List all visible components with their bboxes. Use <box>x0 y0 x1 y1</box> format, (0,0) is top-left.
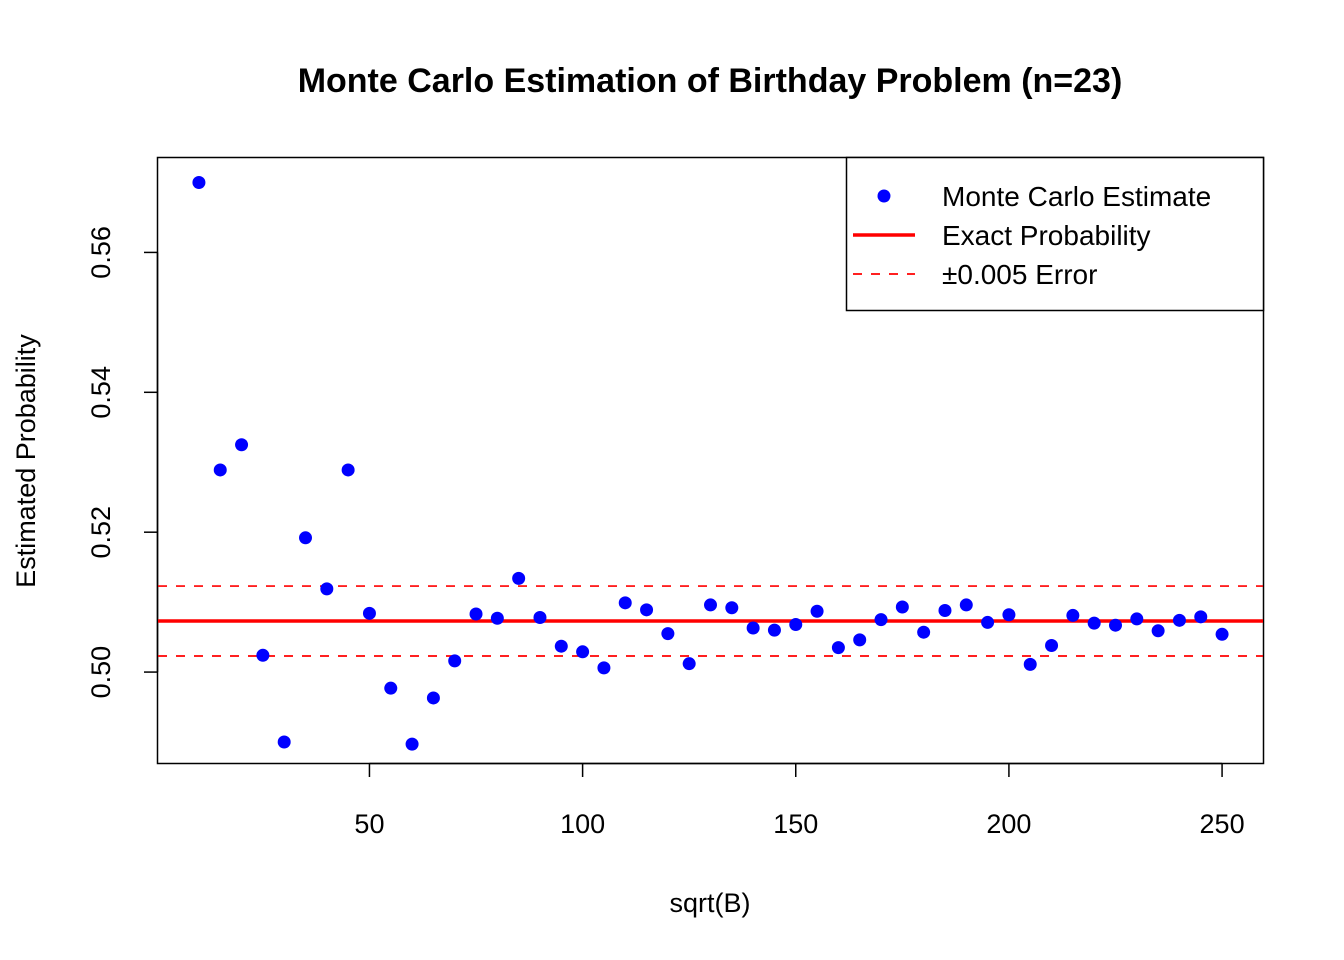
x-tick-label: 150 <box>773 809 818 839</box>
data-point <box>661 627 675 641</box>
y-tick-label: 0.52 <box>86 506 116 559</box>
x-axis: 50 100 150 200 250 <box>354 762 1245 839</box>
data-point <box>1087 616 1101 630</box>
legend-label-monte-carlo: Monte Carlo Estimate <box>942 181 1211 212</box>
data-point <box>874 613 888 627</box>
x-axis-label: sqrt(B) <box>670 888 751 918</box>
data-point <box>469 607 483 621</box>
data-point <box>1172 613 1186 627</box>
data-point <box>1108 618 1122 632</box>
data-point <box>1023 657 1037 671</box>
data-point <box>1194 610 1208 624</box>
data-point <box>1045 638 1059 652</box>
data-point <box>490 611 504 625</box>
data-point <box>256 648 270 662</box>
chart-title: Monte Carlo Estimation of Birthday Probl… <box>298 62 1123 100</box>
data-point <box>789 618 803 632</box>
data-point <box>320 582 334 596</box>
data-point <box>213 463 227 477</box>
data-point <box>1215 627 1229 641</box>
data-point <box>810 604 824 618</box>
data-point <box>938 604 952 618</box>
y-axis-label: Estimated Probability <box>11 334 41 588</box>
legend-label-exact: Exact Probability <box>942 220 1151 251</box>
data-point <box>981 615 995 629</box>
data-point <box>512 571 526 585</box>
y-tick-label: 0.56 <box>86 226 116 279</box>
legend-box <box>845 156 1265 312</box>
data-point <box>576 645 590 659</box>
data-point <box>1151 624 1165 638</box>
legend-point-symbol <box>877 189 891 203</box>
data-point <box>554 639 568 653</box>
data-point <box>704 598 717 612</box>
data-point <box>640 603 654 617</box>
data-point <box>725 601 739 615</box>
x-tick-label: 50 <box>354 809 384 839</box>
data-point <box>682 657 696 671</box>
data-point <box>426 691 440 705</box>
data-point <box>277 735 291 749</box>
data-point <box>767 623 781 637</box>
data-point <box>341 463 355 477</box>
data-point <box>597 661 611 675</box>
data-point <box>1066 608 1080 622</box>
data-point <box>1002 608 1016 622</box>
data-point <box>384 681 398 695</box>
x-tick-label: 200 <box>986 809 1031 839</box>
data-point <box>959 598 973 612</box>
data-point <box>853 633 867 647</box>
data-point <box>448 654 462 668</box>
data-point <box>235 438 249 452</box>
x-tick-label: 250 <box>1200 809 1245 839</box>
y-tick-label: 0.50 <box>86 646 116 699</box>
data-points <box>192 175 1229 751</box>
y-axis: 0.50 0.52 0.54 0.56 <box>86 226 159 699</box>
legend-label-error: ±0.005 Error <box>942 259 1097 290</box>
data-point <box>917 625 931 639</box>
data-point <box>362 606 376 620</box>
data-point <box>895 600 909 614</box>
legend: Monte Carlo Estimate Exact Probability ±… <box>845 156 1265 312</box>
x-tick-label: 100 <box>560 809 605 839</box>
reference-lines <box>158 585 1263 657</box>
data-point <box>405 737 419 751</box>
data-point <box>746 621 760 635</box>
data-point <box>831 641 845 655</box>
data-point <box>533 611 547 625</box>
data-point <box>618 596 632 610</box>
data-point <box>1130 612 1144 626</box>
data-point <box>192 175 206 189</box>
data-point <box>299 531 313 545</box>
y-tick-label: 0.54 <box>86 366 116 419</box>
